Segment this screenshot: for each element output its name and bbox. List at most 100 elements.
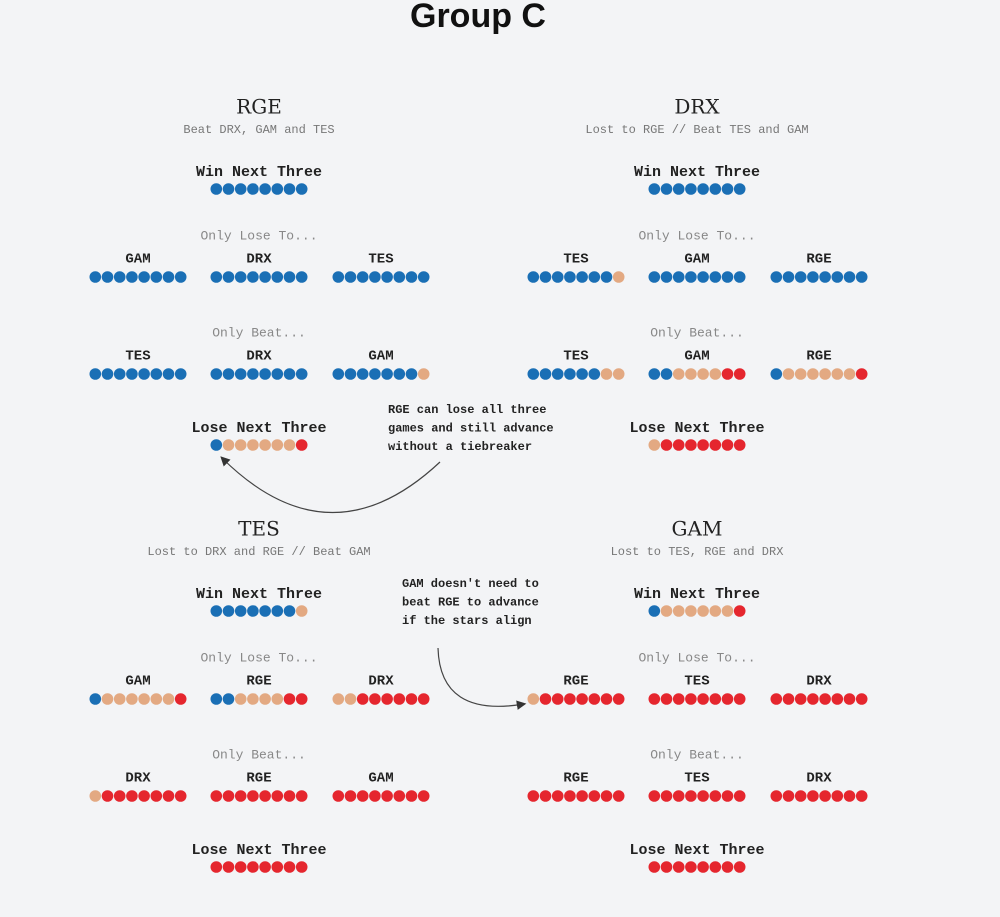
outcome-dot <box>588 790 601 802</box>
outcome-dot <box>283 790 296 802</box>
outcome-dot <box>295 368 308 380</box>
outcome-dot <box>271 605 284 617</box>
outcome-dot <box>381 790 393 802</box>
outcome-dot <box>283 368 296 380</box>
outcome-dot <box>648 271 661 283</box>
outcome-dot <box>162 368 175 380</box>
outcome-dot <box>234 861 247 873</box>
team-name: TES <box>238 517 280 541</box>
outcome-dot <box>393 790 406 802</box>
outcome-dot <box>697 861 709 873</box>
outcome-dot <box>101 790 114 802</box>
outcome-dot <box>89 368 102 380</box>
opponent: RGE <box>246 674 271 690</box>
outcome-dot <box>660 861 673 873</box>
scenario-label: Lose Next Three <box>629 842 764 859</box>
outcome-dot <box>588 693 601 705</box>
outcome-dot <box>259 439 271 451</box>
outcome-dot <box>564 790 576 802</box>
scenario-hint: Only Beat... <box>650 325 744 340</box>
outcome-dot <box>222 790 235 802</box>
outcome-dot <box>210 790 223 802</box>
outcome-dot <box>648 183 661 195</box>
outcome-dot <box>527 790 540 802</box>
outcome-dot <box>405 693 418 705</box>
outcome-dot <box>259 605 271 617</box>
outcome-dot <box>234 693 247 705</box>
outcome-dot <box>222 271 235 283</box>
outcome-dot <box>271 861 284 873</box>
outcome-dot <box>222 861 235 873</box>
outcome-dot <box>247 368 259 380</box>
outcome-dot <box>600 271 613 283</box>
outcome-dot <box>660 790 673 802</box>
outcome-dot <box>819 693 831 705</box>
outcome-dot <box>210 861 223 873</box>
outcome-dot <box>126 693 138 705</box>
outcome-dot <box>807 693 819 705</box>
outcome-dot <box>855 790 868 802</box>
outcome-dot <box>819 271 831 283</box>
team-name: GAM <box>672 517 723 541</box>
outcome-dot <box>356 271 369 283</box>
annotation: beat RGE to advance <box>402 596 539 610</box>
outcome-dot <box>283 861 296 873</box>
outcome-dot <box>672 605 685 617</box>
outcome-dot <box>295 693 308 705</box>
scenario-label: Lose Next Three <box>191 842 326 859</box>
outcome-dot <box>259 790 271 802</box>
outcome-dot <box>576 368 588 380</box>
outcome-dot <box>721 861 734 873</box>
outcome-dot <box>685 368 697 380</box>
outcome-dot <box>709 605 722 617</box>
outcome-dot <box>393 368 406 380</box>
outcome-dot <box>405 790 418 802</box>
annotation: if the stars align <box>402 614 532 628</box>
outcome-dot <box>283 693 296 705</box>
outcome-dot <box>697 271 709 283</box>
outcome-dot <box>101 368 114 380</box>
outcome-dot <box>807 271 819 283</box>
outcome-dot <box>174 693 187 705</box>
outcome-dot <box>782 271 795 283</box>
outcome-dot <box>843 693 856 705</box>
opponent: GAM <box>368 771 393 787</box>
outcome-dot <box>672 439 685 451</box>
outcome-dot <box>672 693 685 705</box>
outcome-dot <box>210 439 223 451</box>
outcome-dot <box>210 693 223 705</box>
outcome-dot <box>126 790 138 802</box>
outcome-dot <box>138 271 150 283</box>
outcome-dot <box>234 271 247 283</box>
outcome-dot <box>222 605 235 617</box>
outcome-dot <box>721 271 734 283</box>
scenario-hint: Only Beat... <box>212 325 306 340</box>
outcome-dot <box>417 271 430 283</box>
scenario-hint: Only Lose To... <box>638 228 755 243</box>
outcome-dot <box>697 368 709 380</box>
outcome-dot <box>648 861 661 873</box>
outcome-dot <box>660 605 673 617</box>
outcome-dot <box>588 368 601 380</box>
outcome-dot <box>356 693 369 705</box>
outcome-dot <box>831 790 844 802</box>
outcome-dot <box>234 439 247 451</box>
outcome-dot <box>843 368 856 380</box>
outcome-dot <box>234 790 247 802</box>
outcome-dot <box>782 693 795 705</box>
outcome-dot <box>234 368 247 380</box>
outcome-dot <box>527 368 540 380</box>
outcome-dot <box>551 368 564 380</box>
outcome-dot <box>150 271 163 283</box>
outcome-dot <box>271 693 284 705</box>
outcome-dot <box>417 693 430 705</box>
outcome-dot <box>697 605 709 617</box>
outcome-dot <box>271 271 284 283</box>
outcome-dot <box>612 271 625 283</box>
scenario-hint: Only Beat... <box>650 747 744 762</box>
team-subtitle: Lost to TES, RGE and DRX <box>611 545 784 559</box>
outcome-dot <box>259 183 271 195</box>
annotation: RGE can lose all three <box>388 403 546 417</box>
outcome-dot <box>138 790 150 802</box>
